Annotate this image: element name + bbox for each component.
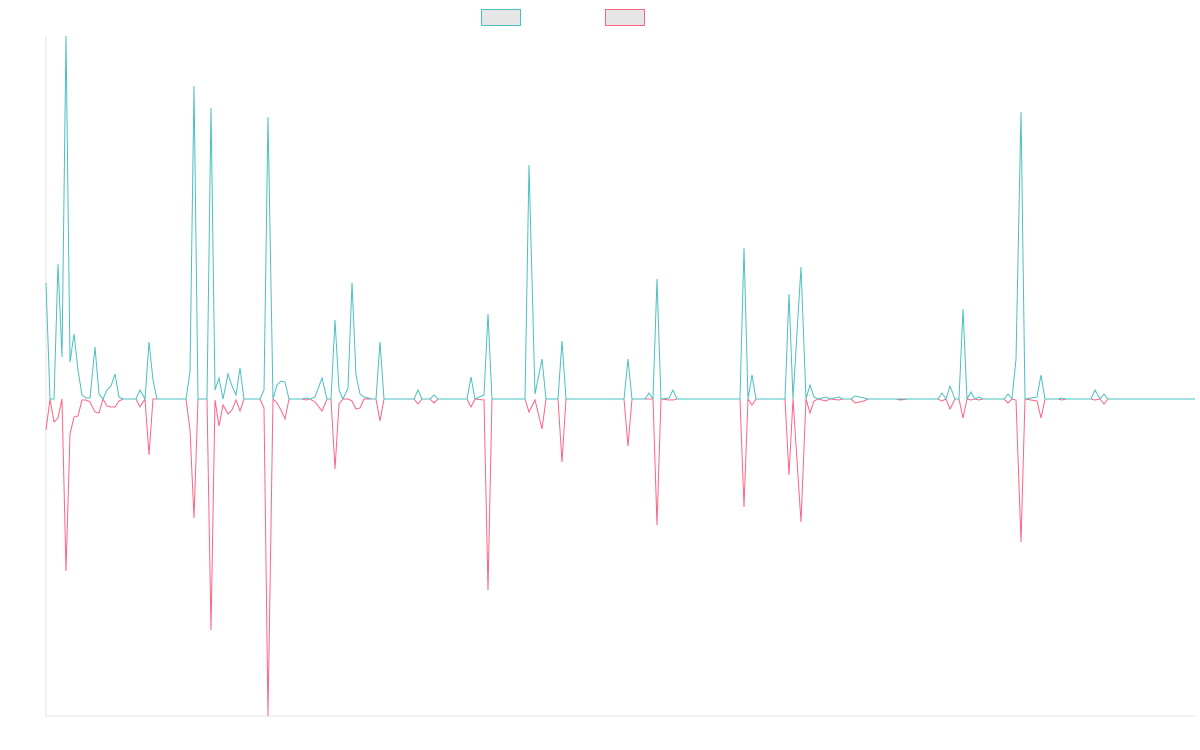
series-line — [45, 397, 1195, 717]
legend-swatch — [605, 9, 645, 26]
legend-swatch — [481, 9, 521, 26]
series-line — [45, 35, 1195, 401]
legend — [481, 9, 645, 26]
